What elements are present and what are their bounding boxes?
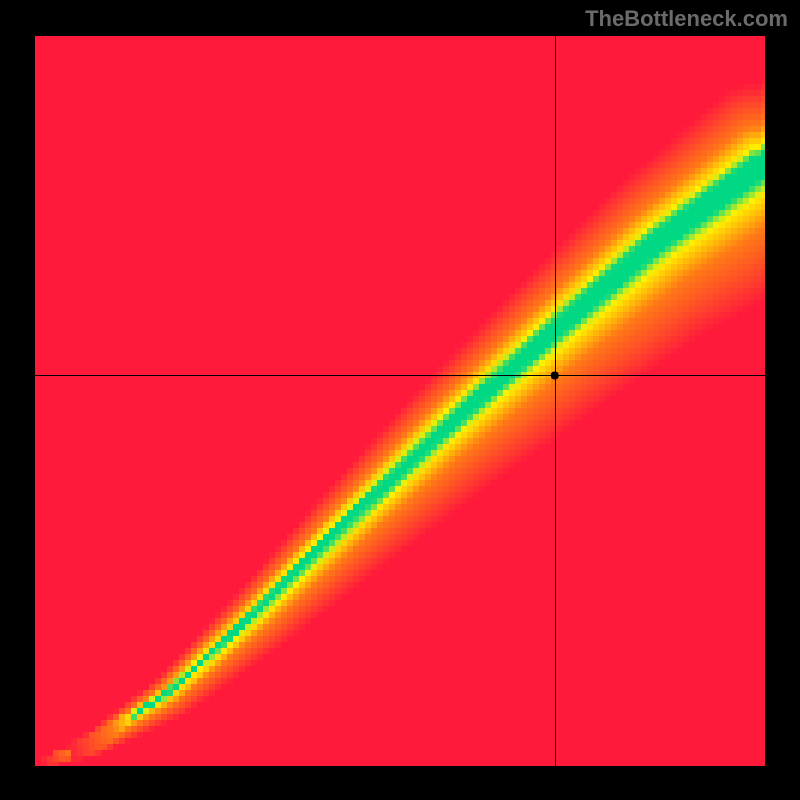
watermark-label: TheBottleneck.com [585,6,788,32]
heatmap-plot [35,36,765,766]
chart-container: TheBottleneck.com [0,0,800,800]
heatmap-canvas [35,36,765,766]
